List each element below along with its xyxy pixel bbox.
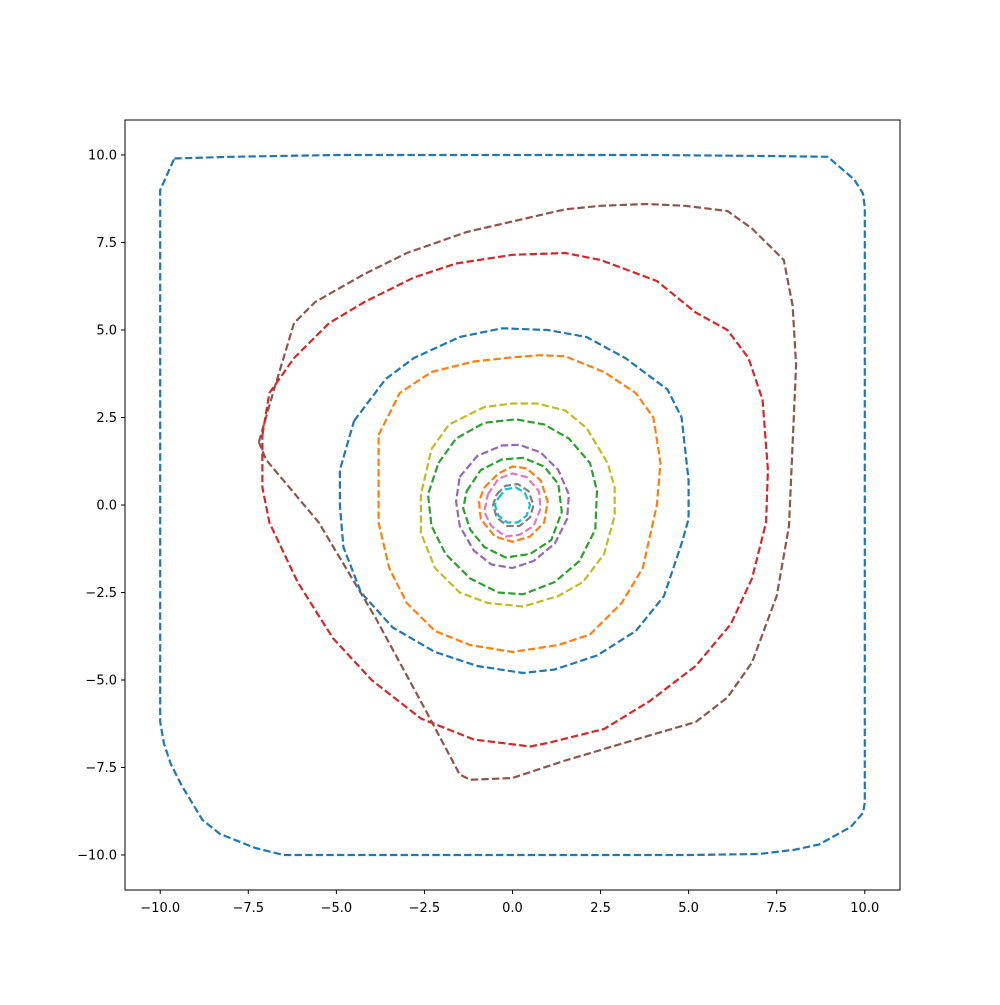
x-axis: −10.0 −7.5 −5.0 −2.5 0.0 2.5 5.0 7.5 10.0 [140,890,879,916]
contour-line-13 [493,486,532,524]
contour-line-4 [338,327,690,675]
x-tick-label: 2.5 [590,901,611,916]
x-tick-label: −7.5 [233,901,265,916]
y-tick-label: 10.0 [88,149,117,164]
x-tick-label: 5.0 [678,901,699,916]
y-tick-label: −10.0 [77,849,117,864]
contour-line-1 [159,153,866,857]
contour-line-11 [483,472,542,538]
y-tick-label: 0.0 [96,499,117,514]
x-tick-label: −10.0 [140,901,180,916]
series-layer [159,153,866,857]
x-tick-label: −5.0 [321,901,353,916]
y-tick-label: −5.0 [85,674,117,689]
y-tick-label: −7.5 [85,761,117,776]
y-tick-label: 2.5 [96,411,117,426]
contour-line-2 [257,202,798,781]
contour-line-6 [419,402,616,608]
x-tick-label: 10.0 [850,901,879,916]
x-tick-label: 0.0 [502,901,523,916]
contour-line-3 [261,251,769,748]
x-tick-label: 7.5 [766,901,787,916]
contour-line-9 [462,456,563,559]
contour-line-8 [455,443,570,570]
y-tick-label: 7.5 [96,236,117,251]
x-tick-label: −2.5 [409,901,441,916]
y-tick-label: −2.5 [85,586,117,601]
contour-line-5 [377,354,662,654]
y-tick-label: 5.0 [96,324,117,339]
contour-line-12 [492,482,535,528]
contour-line-10 [477,465,549,543]
contour-line-7 [426,418,599,596]
y-axis: 10.0 7.5 5.0 2.5 0.0 −2.5 −5.0 −7.5 −10.0 [77,149,125,864]
